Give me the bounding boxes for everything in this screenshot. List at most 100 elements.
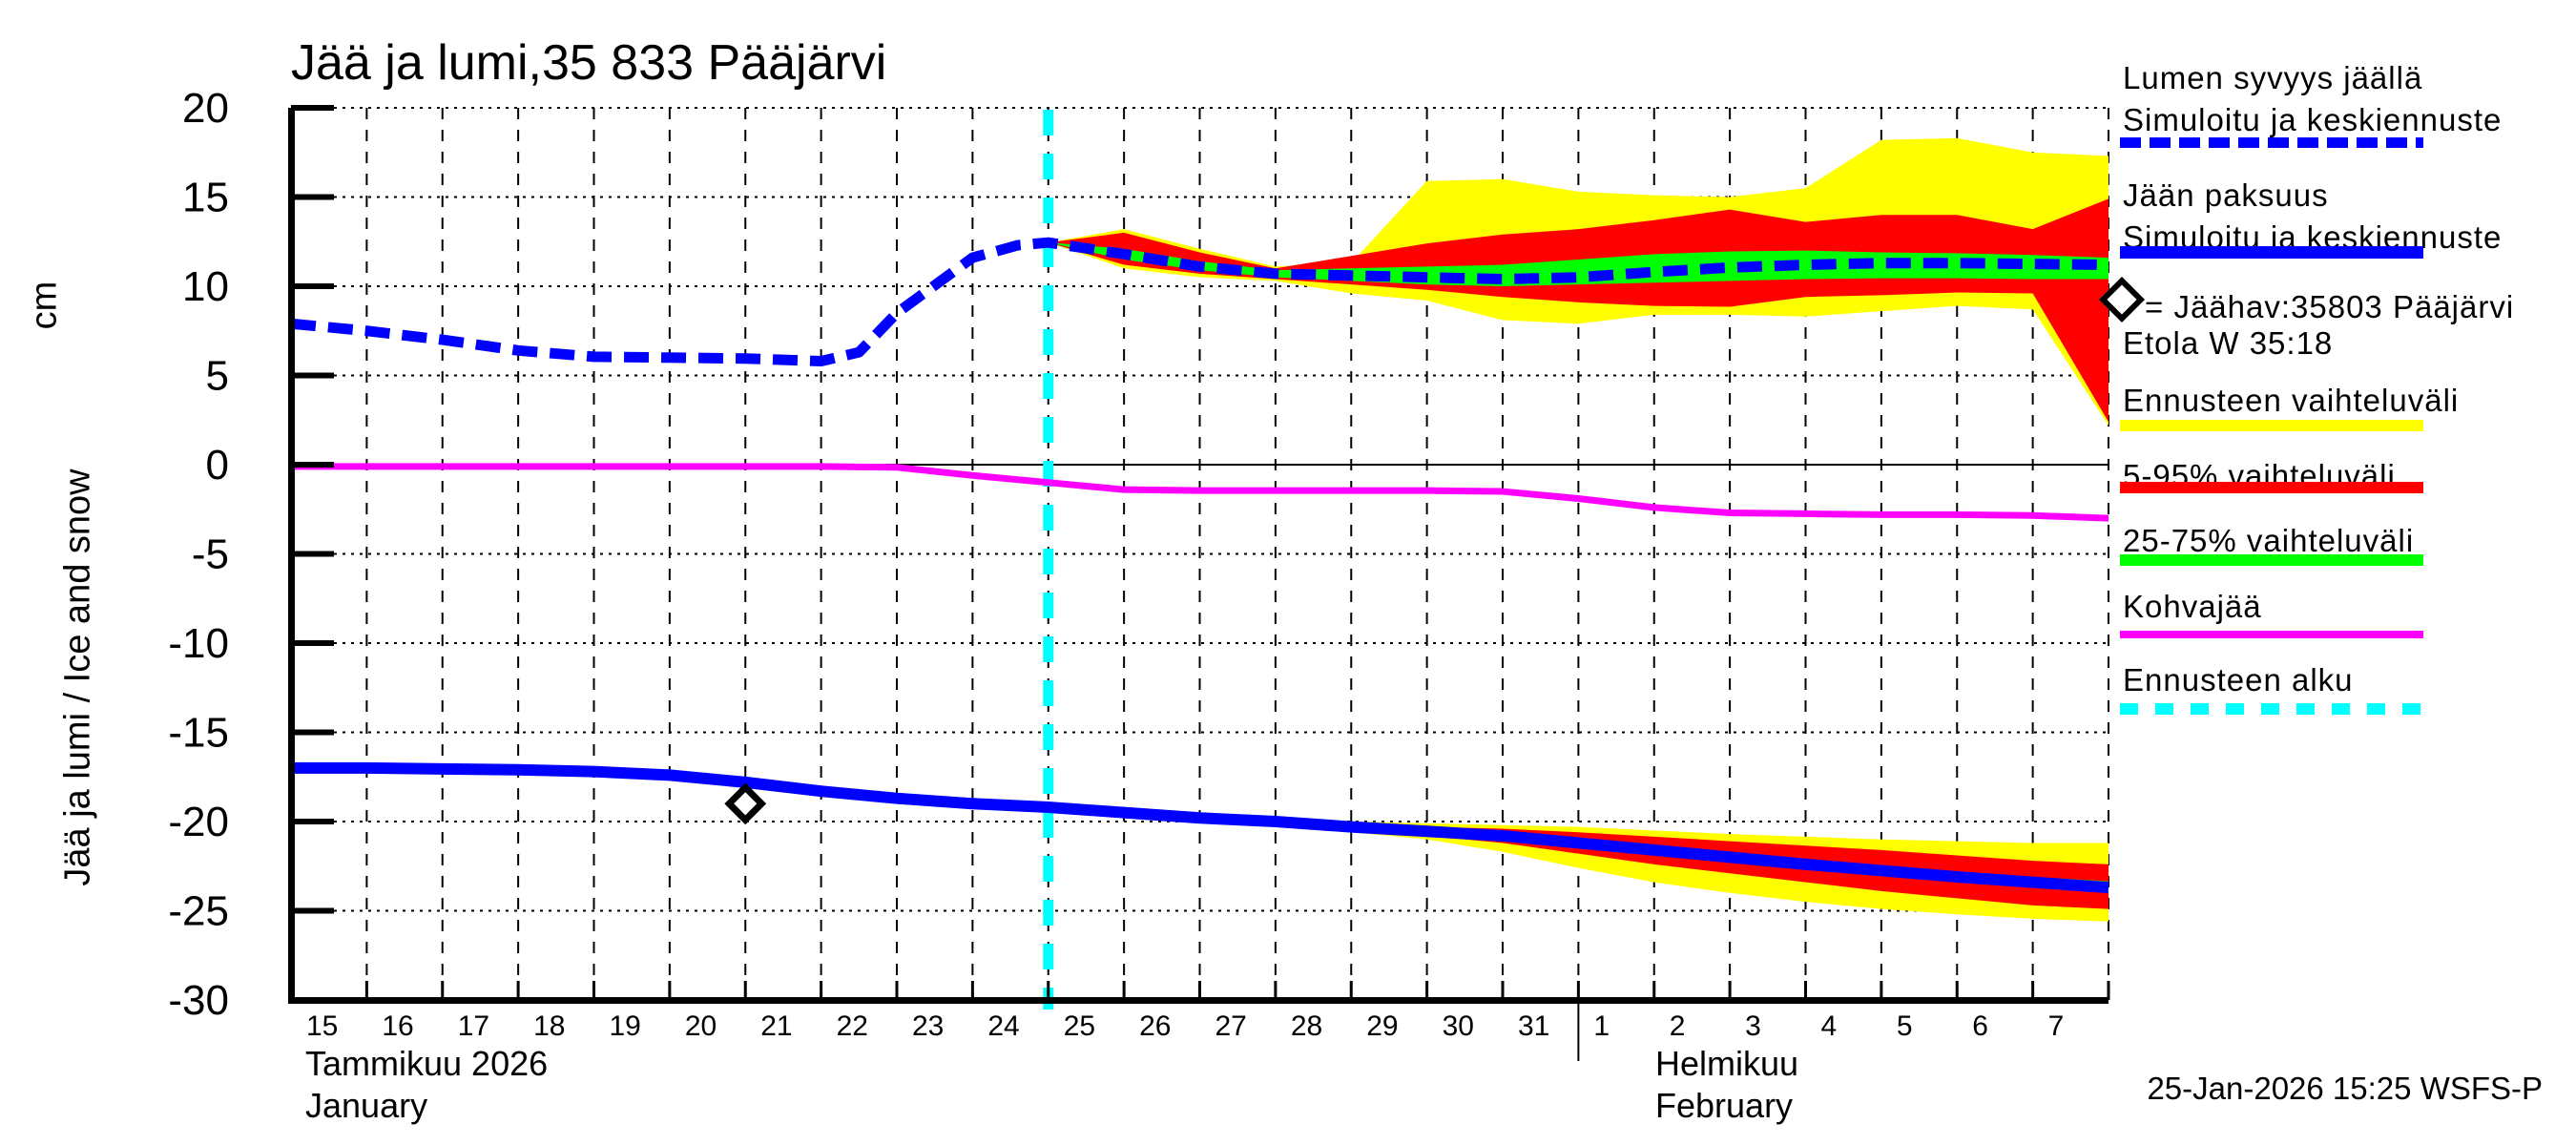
- x-tick: [592, 981, 595, 1000]
- legend-observation-text: = Jäähav:35803 Pääjärvi: [2145, 289, 2515, 324]
- generation-timestamp: 25-Jan-2026 15:25 WSFS-P: [2147, 1071, 2543, 1106]
- x-tick: [1955, 981, 1959, 1000]
- legend-swatch-forecast-start-line: [2120, 703, 2423, 715]
- x-tick: [1198, 981, 1201, 1000]
- legend-swatch-snow-depth-dashed-line: [2120, 137, 2423, 148]
- x-axis-line: [288, 997, 2109, 1004]
- x-tick: [970, 981, 974, 1000]
- legend-swatch-25-75-range: [2120, 554, 2423, 566]
- x-tick: [1349, 981, 1353, 1000]
- x-day-label: 30: [1443, 1010, 1474, 1042]
- x-tick: [1274, 981, 1278, 1000]
- legend-observation-text-2: Etola W 35:18: [2123, 325, 2334, 361]
- x-tick: [1880, 981, 1883, 1000]
- legend-swatch-5-95-range: [2120, 482, 2423, 493]
- x-day-label: 7: [2048, 1010, 2065, 1042]
- y-tick: [291, 372, 334, 379]
- x-day-label: 29: [1366, 1010, 1398, 1042]
- x-tick: [1576, 981, 1580, 1000]
- x-tick: [668, 981, 672, 1000]
- x-day-label: 28: [1291, 1010, 1322, 1042]
- x-tick: [1122, 981, 1126, 1000]
- x-tick: [441, 981, 445, 1000]
- x-day-label: 22: [837, 1010, 868, 1042]
- legend-swatch-kohvajaa-line: [2120, 631, 2423, 638]
- y-axis-label: Jää ja lumi / Ice and snow: [57, 468, 98, 886]
- snow-depth-line: [290, 237, 2109, 367]
- y-tick: [291, 551, 334, 557]
- x-day-label: 21: [760, 1010, 792, 1042]
- observation-diamond-marker: [724, 782, 767, 825]
- x-tick: [1047, 981, 1050, 1000]
- x-day-label: 19: [610, 1010, 641, 1042]
- x-day-label: 18: [533, 1010, 565, 1042]
- y-tick: [291, 194, 334, 200]
- ice-band-5-95: [1048, 807, 2109, 909]
- y-tick: [291, 729, 334, 736]
- y-tick-label: -30: [168, 977, 229, 1024]
- month-label-january-fi: Tammikuu 2026: [305, 1044, 549, 1083]
- y-tick-label: 20: [182, 85, 229, 132]
- x-day-label: 31: [1518, 1010, 1549, 1042]
- y-tick: [291, 997, 334, 1003]
- legend-swatch-ice-thickness-solid-line: [2120, 246, 2423, 259]
- x-tick: [1425, 981, 1429, 1000]
- x-day-label: 23: [912, 1010, 944, 1042]
- y-tick-label: -15: [168, 710, 229, 757]
- legend-kohvajaa-label: Kohvajää: [2123, 589, 2262, 624]
- legend-forecast-start-label: Ennusteen alku: [2123, 662, 2354, 697]
- x-day-label: 2: [1670, 1010, 1686, 1042]
- y-tick-label: -10: [168, 620, 229, 667]
- legend-25-75-range-label: 25-75% vaihteluväli: [2123, 523, 2415, 558]
- y-tick: [291, 105, 334, 111]
- x-tick: [2031, 981, 2035, 1000]
- x-day-label: 26: [1139, 1010, 1171, 1042]
- month-label-january-en: January: [305, 1086, 428, 1125]
- x-tick: [364, 981, 368, 1000]
- legend-observation-diamond-icon: [2098, 276, 2146, 323]
- ice-band-minmax: [1048, 807, 2109, 922]
- y-tick-label: 0: [206, 442, 229, 489]
- x-day-label: 24: [987, 1010, 1019, 1042]
- x-tick: [1501, 981, 1505, 1000]
- legend-forecast-range-label: Ennusteen vaihteluväli: [2123, 383, 2460, 418]
- x-day-label: 5: [1897, 1010, 1913, 1042]
- x-tick: [516, 981, 520, 1000]
- x-tick: [895, 981, 899, 1000]
- kohvajaa-line: [291, 463, 2109, 522]
- y-tick-label: 15: [182, 175, 229, 221]
- x-tick: [1652, 981, 1656, 1000]
- y-tick: [291, 462, 334, 468]
- x-tick: [1728, 981, 1732, 1000]
- y-tick-label: -20: [168, 799, 229, 845]
- x-day-label: 6: [1972, 1010, 1988, 1042]
- y-tick-label: 5: [206, 353, 229, 400]
- y-tick: [291, 283, 334, 289]
- chart-title: Jää ja lumi,35 833 Pääjärvi: [291, 35, 887, 91]
- legend-snow-depth-subtitle: Simuloitu ja keskiennuste: [2123, 102, 2503, 137]
- x-day-label: 1: [1593, 1010, 1610, 1042]
- y-tick-label: -5: [192, 531, 229, 578]
- x-day-label: 20: [685, 1010, 717, 1042]
- legend-snow-depth-title: Lumen syvyys jäällä: [2123, 60, 2423, 95]
- ice-thickness-line: [291, 761, 2109, 894]
- x-day-label: 17: [458, 1010, 489, 1042]
- month-label-february-fi: Helmikuu: [1655, 1044, 1799, 1083]
- y-tick-label: 10: [182, 263, 229, 310]
- x-day-label: 4: [1821, 1010, 1838, 1042]
- x-day-label: 16: [382, 1010, 413, 1042]
- x-day-label: 27: [1215, 1010, 1247, 1042]
- y-tick: [291, 819, 334, 824]
- legend-swatch-forecast-range: [2120, 420, 2423, 431]
- x-day-label: 15: [306, 1010, 338, 1042]
- y-tick: [291, 907, 334, 914]
- chart-legend: Lumen syvyys jäällä Simuloitu ja keskien…: [2098, 0, 2576, 763]
- y-tick: [291, 640, 334, 646]
- y-tick-label: -25: [168, 888, 229, 935]
- x-tick: [289, 981, 293, 1000]
- x-tick: [2107, 981, 2110, 1000]
- y-axis-unit-label: cm: [24, 281, 65, 330]
- x-tick: [820, 981, 823, 1000]
